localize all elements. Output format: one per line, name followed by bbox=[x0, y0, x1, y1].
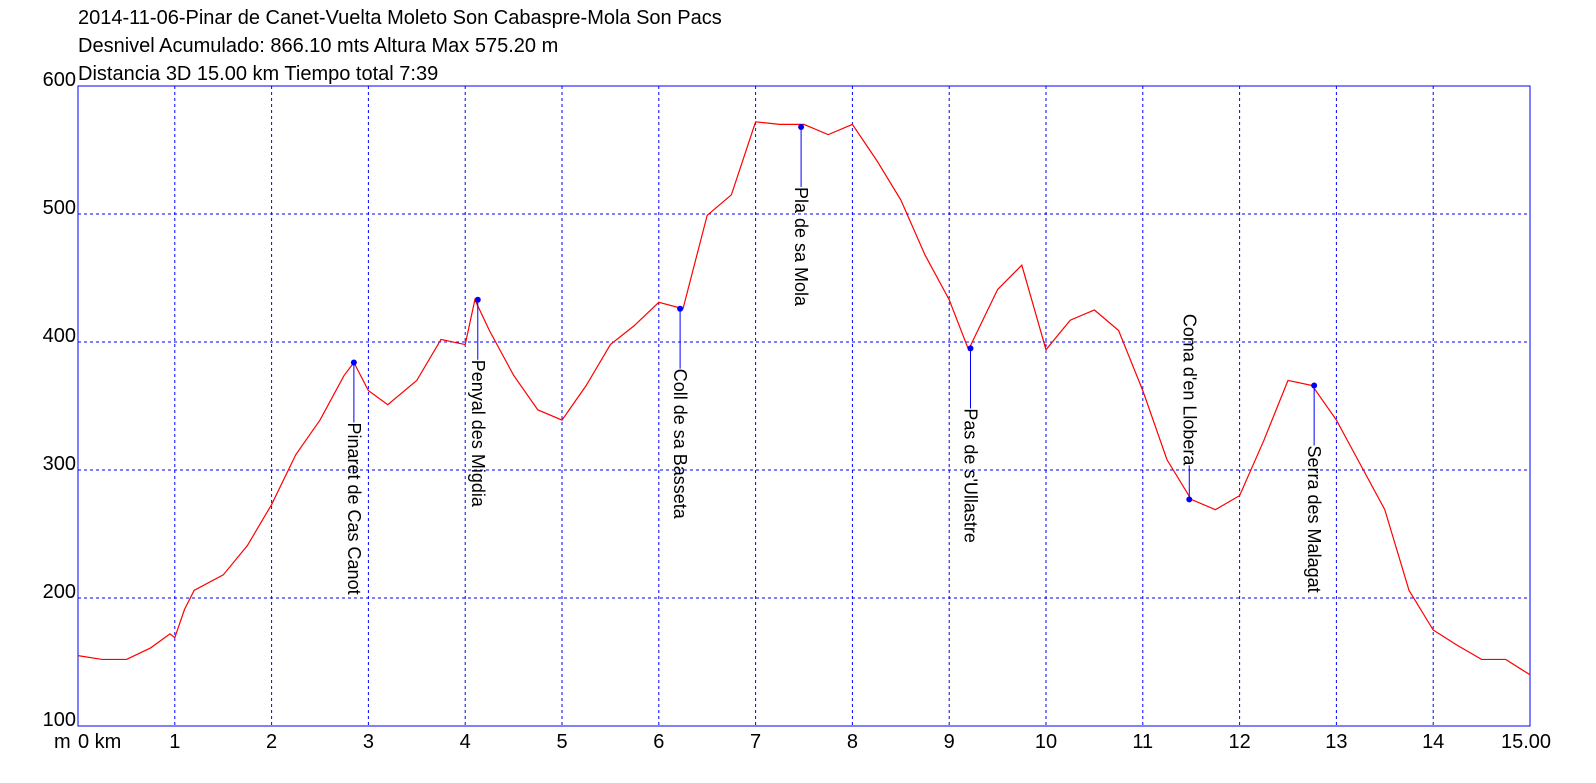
annotation-label: Serra des Malagat bbox=[1304, 446, 1324, 593]
y-tick-label: 500 bbox=[43, 197, 76, 219]
y-axis-label: m bbox=[54, 731, 71, 753]
annotation-label: Coma d'en Llobera bbox=[1179, 314, 1199, 467]
x-tick-label: 6 bbox=[653, 731, 664, 753]
x-tick-label: 1 bbox=[169, 731, 180, 753]
x-tick-label: 12 bbox=[1228, 731, 1250, 753]
x-tick-label: 11 bbox=[1132, 731, 1153, 753]
annotation-point bbox=[350, 359, 357, 366]
annotation-point bbox=[474, 296, 481, 303]
x-tick-label: 0 km bbox=[78, 731, 121, 753]
title-line: Distancia 3D 15.00 km Tiempo total 7:39 bbox=[78, 63, 438, 85]
annotation-label: Coll de sa Basseta bbox=[670, 369, 690, 520]
y-tick-label: 400 bbox=[43, 325, 76, 347]
title-line: 2014-11-06-Pinar de Canet-Vuelta Moleto … bbox=[78, 7, 722, 29]
x-tick-label: 4 bbox=[460, 731, 471, 753]
annotation-label: Penyal des Migdia bbox=[468, 360, 488, 508]
annotation-point bbox=[1186, 496, 1193, 503]
plot-frame bbox=[77, 85, 1531, 727]
x-tick-label: 5 bbox=[556, 731, 567, 753]
x-tick-label: 10 bbox=[1035, 731, 1057, 753]
x-tick-label: 13 bbox=[1325, 731, 1347, 753]
annotation-point bbox=[798, 123, 805, 130]
x-tick-label: 3 bbox=[363, 731, 374, 753]
annotation-point bbox=[1311, 382, 1318, 389]
y-tick-label: 100 bbox=[43, 709, 76, 731]
annotation-label: Pla de sa Mola bbox=[791, 187, 811, 307]
x-tick-label: 2 bbox=[266, 731, 277, 753]
title-line: Desnivel Acumulado: 866.10 mts Altura Ma… bbox=[78, 35, 558, 57]
y-tick-label: 600 bbox=[43, 69, 76, 91]
annotation-point bbox=[677, 305, 684, 312]
x-tick-label: 15.00 bbox=[1501, 731, 1551, 753]
x-tick-label: 8 bbox=[847, 731, 858, 753]
x-tick-label: 7 bbox=[750, 731, 761, 753]
elevation-line bbox=[77, 121, 1531, 676]
annotation-label: Pas de s'Ullastre bbox=[960, 408, 980, 543]
annotation-label: Pinaret de Cas Canot bbox=[344, 422, 364, 594]
x-tick-label: 14 bbox=[1422, 731, 1444, 753]
annotation-point bbox=[967, 345, 974, 352]
y-tick-label: 200 bbox=[43, 581, 76, 603]
y-tick-label: 300 bbox=[43, 453, 76, 475]
x-tick-label: 9 bbox=[944, 731, 955, 753]
